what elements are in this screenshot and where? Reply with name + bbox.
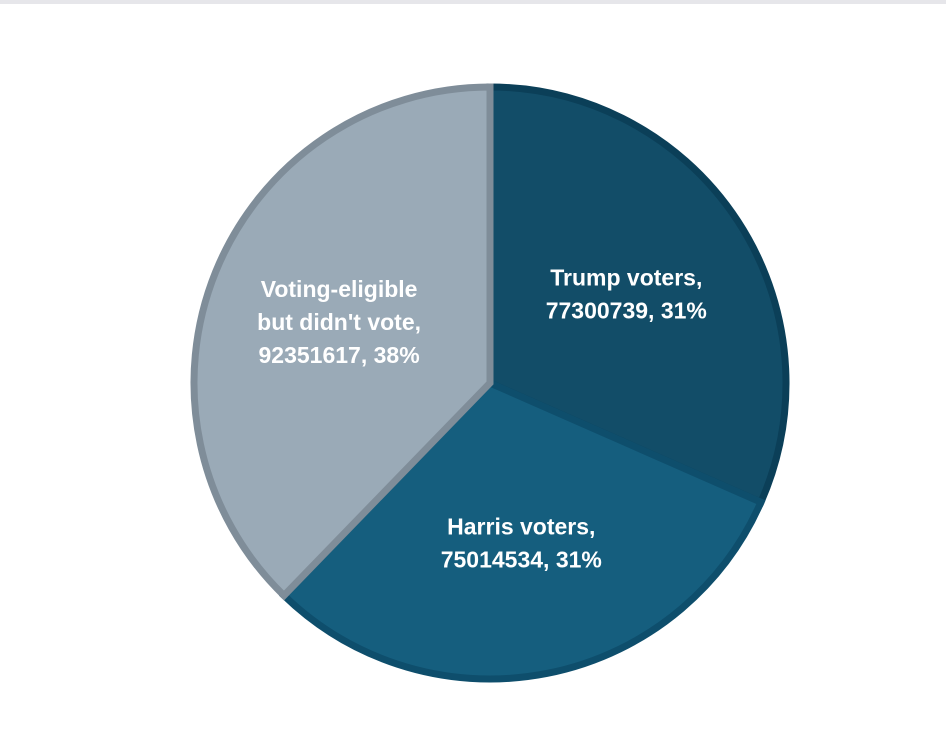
data-label-line: but didn't vote, bbox=[257, 309, 421, 335]
pie-slice-harris-voters bbox=[278, 378, 766, 683]
pie-slice-trump-voters bbox=[486, 83, 790, 507]
data-label: Voting-eligible but didn't vote, 92351617,… bbox=[257, 276, 421, 368]
pie-slice-voting-eligible-but-didn-t-vote bbox=[190, 83, 494, 601]
data-label: Trump voters, 77300739, 31% bbox=[546, 265, 707, 324]
pie-slices bbox=[190, 83, 790, 683]
data-label-line: Voting-eligible bbox=[261, 276, 418, 302]
data-label-line: Trump voters, bbox=[550, 265, 702, 291]
top-divider bbox=[0, 0, 946, 4]
pie-labels: Trump voters, 77300739, 31% Harris voters,… bbox=[257, 265, 707, 573]
data-label: Harris voters, 75014534, 31% bbox=[441, 513, 602, 572]
data-label-line: 92351617, 38% bbox=[259, 342, 420, 368]
data-label-line: Harris voters, bbox=[447, 513, 595, 539]
data-label-line: 77300739, 31% bbox=[546, 298, 707, 324]
data-label-line: 75014534, 31% bbox=[441, 546, 602, 572]
